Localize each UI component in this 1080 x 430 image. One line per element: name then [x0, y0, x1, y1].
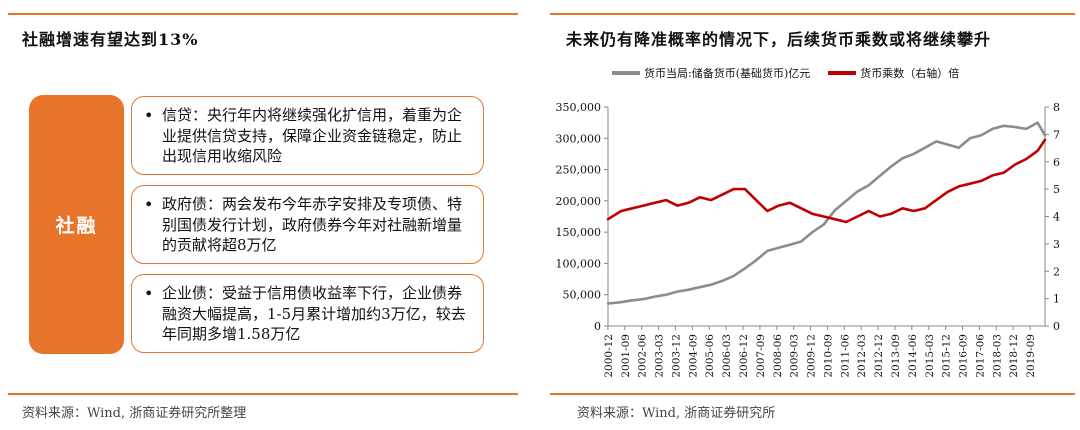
y-left-tick-label: 150,000 — [556, 226, 602, 239]
y-left-tick-label: 300,000 — [556, 132, 602, 145]
x-tick-label: 2015-12 — [941, 334, 953, 378]
x-tick-label: 2002-06 — [637, 334, 649, 378]
x-tick-label: 2006-03 — [721, 334, 733, 378]
bullet-icon: • — [144, 284, 154, 303]
bullet-icon: • — [144, 106, 154, 125]
bullet-text-credit: 信贷：央行年内将继续强化扩信用，着重为企业提供信贷支持，保障企业资金链稳定，防止… — [162, 106, 463, 165]
y-right-tick-label: 7 — [1053, 128, 1060, 141]
y-left-tick-label: 200,000 — [556, 195, 602, 208]
y-right-tick-label: 1 — [1053, 293, 1060, 306]
bullet-box-corporate-bonds: • 企业债：受益于信用债收益率下行，企业债券融资大幅提高，1-5月累计增加约3万… — [131, 274, 484, 353]
bullet-text-corporate-bonds: 企业债：受益于信用债收益率下行，企业债券融资大幅提高，1-5月累计增加约3万亿，… — [162, 284, 466, 343]
y-right-tick-label: 6 — [1053, 156, 1060, 169]
x-tick-label: 2014-06 — [907, 334, 919, 378]
y-right-tick-label: 0 — [1053, 320, 1060, 333]
legend-label-multiplier: 货币乘数（右轴）倍 — [860, 67, 960, 80]
chart-legend: 货币当局:储备货币(基础货币)亿元 货币乘数（右轴）倍 — [612, 65, 977, 81]
x-tick-label: 2015-03 — [924, 334, 936, 378]
x-tick-label: 2017-06 — [974, 334, 986, 378]
y-right-tick-label: 4 — [1053, 211, 1060, 224]
x-tick-label: 2010-09 — [822, 334, 834, 378]
left-bottom-rule — [8, 393, 518, 395]
y-left-tick-label: 50,000 — [563, 289, 602, 302]
x-tick-label: 2012-03 — [856, 334, 868, 378]
left-panel-title: 社融增速有望达到13% — [22, 30, 199, 49]
bullet-icon: • — [144, 195, 154, 214]
x-tick-label: 2001-09 — [620, 334, 632, 378]
x-tick-label: 2008-06 — [772, 334, 784, 378]
x-tick-label: 2018-12 — [1008, 334, 1020, 378]
bullet-text-government-bonds: 政府债：两会发布今年赤字安排及专项债、特别国债发行计划，政府债券今年对社融新增量… — [162, 195, 463, 254]
legend-item-base-money: 货币当局:储备货币(基础货币)亿元 — [612, 65, 810, 81]
left-top-rule — [8, 13, 518, 15]
y-left-tick-label: 350,000 — [556, 101, 602, 114]
bullet-box-credit: • 信贷：央行年内将继续强化扩信用，着重为企业提供信贷支持，保障企业资金链稳定，… — [131, 96, 484, 175]
x-tick-label: 2003-12 — [670, 334, 682, 378]
x-tick-label: 2003-03 — [654, 334, 666, 378]
right-bottom-rule — [550, 393, 1075, 395]
right-panel-title: 未来仍有降准概率的情况下，后续货币乘数或将继续攀升 — [566, 30, 992, 49]
y-right-tick-label: 2 — [1053, 265, 1060, 278]
category-label: 社融 — [29, 95, 124, 354]
x-tick-label: 2016-09 — [958, 334, 970, 378]
y-right-tick-label: 8 — [1053, 101, 1060, 114]
y-left-tick-label: 100,000 — [556, 257, 602, 270]
x-tick-label: 2019-09 — [1025, 334, 1037, 378]
series-line-base-money — [606, 121, 1047, 305]
x-tick-label: 2005-06 — [704, 334, 716, 378]
x-tick-label: 2009-03 — [789, 334, 801, 378]
right-source-note: 资料来源：Wind, 浙商证券研究所 — [577, 406, 776, 421]
x-tick-label: 2018-03 — [991, 334, 1003, 378]
y-right-tick-label: 3 — [1053, 238, 1060, 251]
x-tick-label: 2006-12 — [738, 334, 750, 378]
x-tick-label: 2013-09 — [890, 334, 902, 378]
x-tick-label: 2004-09 — [687, 334, 699, 378]
x-tick-label: 2012-12 — [873, 334, 885, 378]
legend-item-multiplier: 货币乘数（右轴）倍 — [828, 65, 959, 81]
y-left-tick-label: 250,000 — [556, 164, 602, 177]
x-tick-label: 2011-06 — [839, 334, 851, 378]
x-tick-label: 2000-12 — [603, 334, 615, 378]
legend-swatch-gray — [612, 71, 640, 75]
y-right-tick-label: 5 — [1053, 183, 1060, 196]
x-tick-label: 2009-12 — [806, 334, 818, 378]
bullet-box-government-bonds: • 政府债：两会发布今年赤字安排及专项债、特别国债发行计划，政府债券今年对社融新… — [131, 185, 484, 264]
y-left-tick-label: 0 — [594, 320, 601, 333]
left-source-note: 资料来源：Wind, 浙商证券研究所整理 — [22, 406, 247, 421]
x-tick-label: 2007-09 — [755, 334, 767, 378]
legend-swatch-red — [828, 71, 857, 75]
right-top-rule — [550, 13, 1075, 15]
series-line-money-multiplier — [606, 138, 1047, 224]
legend-label-base-money: 货币当局:储备货币(基础货币)亿元 — [644, 67, 811, 80]
